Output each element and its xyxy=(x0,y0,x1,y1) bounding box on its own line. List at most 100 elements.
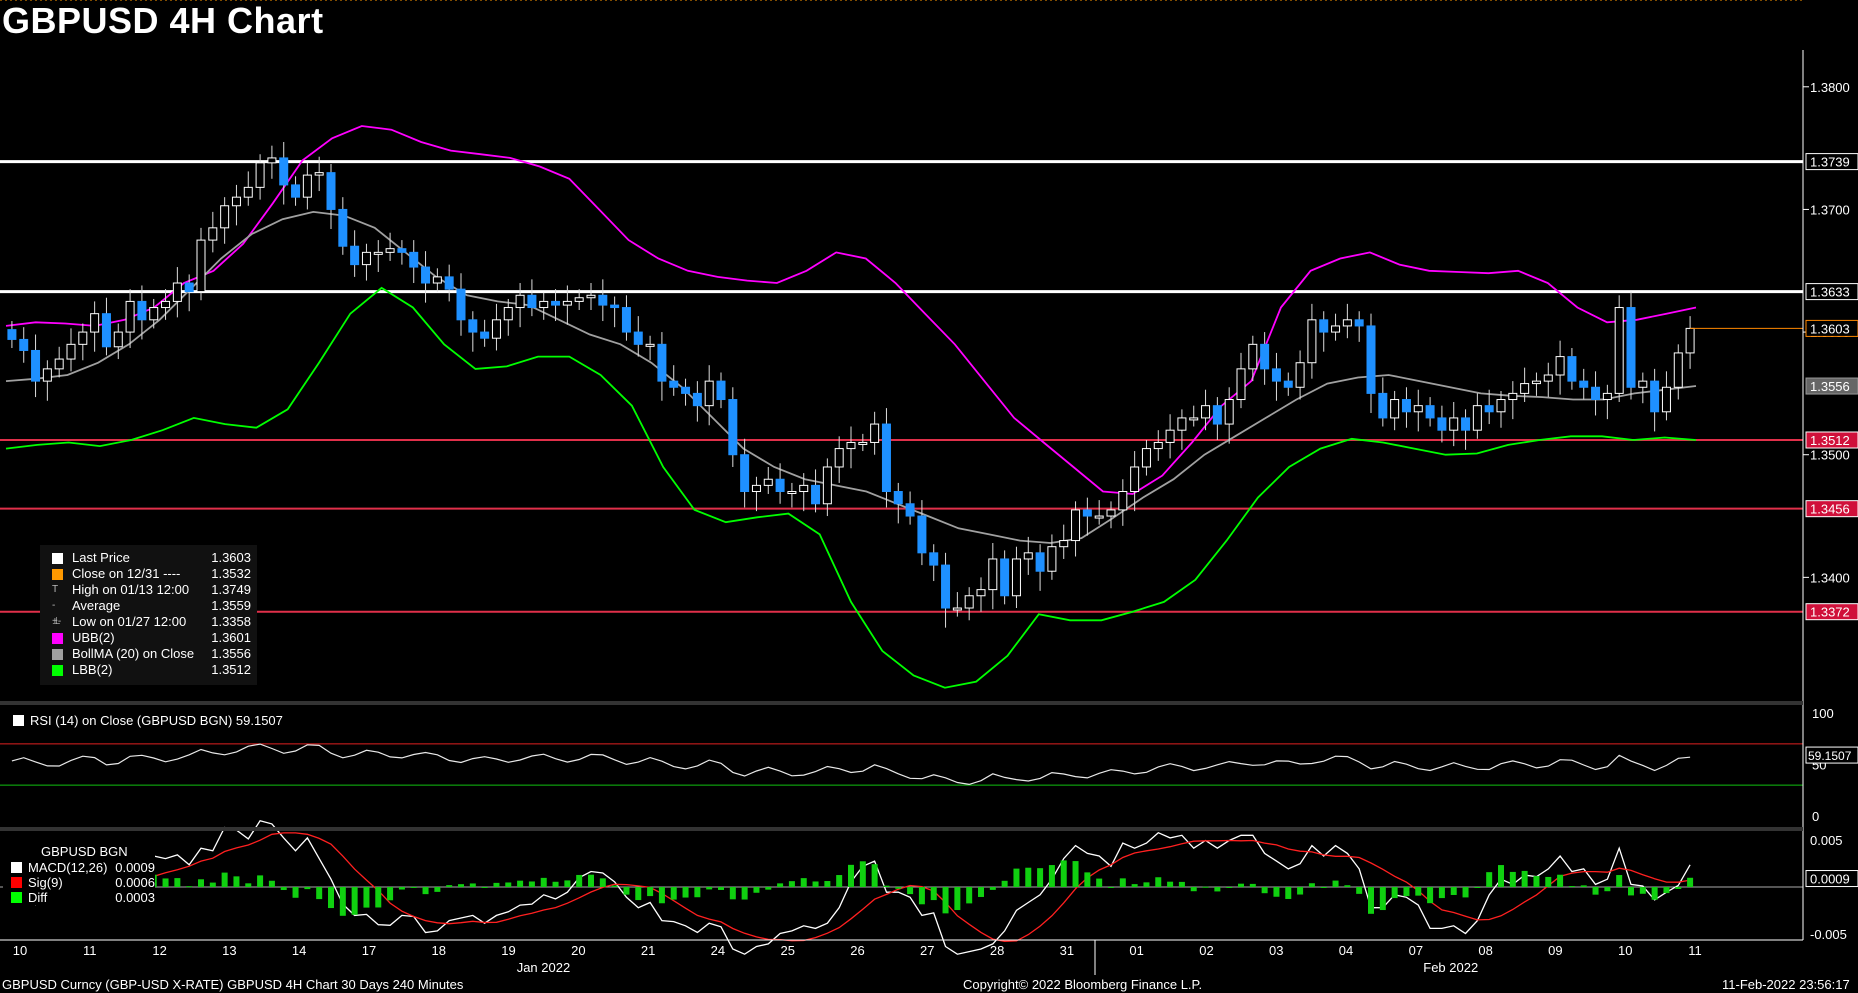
candle-body xyxy=(468,319,478,333)
macd-diff-bar xyxy=(1533,876,1540,887)
x-tick-label: 08 xyxy=(1478,943,1492,958)
macd-legend-swatch xyxy=(11,877,22,888)
macd-diff-bar xyxy=(895,887,902,889)
candle-body xyxy=(1082,509,1092,517)
macd-diff-bar xyxy=(528,881,535,887)
level-label-text: 1.3633 xyxy=(1810,285,1850,300)
macd-legend-swatch xyxy=(11,862,22,873)
macd-value-box xyxy=(1805,870,1858,888)
macd-diff-bar xyxy=(599,878,606,887)
candle-body xyxy=(1673,352,1683,388)
candle-body xyxy=(1331,325,1341,333)
x-tick-label: 14 xyxy=(292,943,306,958)
macd-diff-bar xyxy=(611,885,618,887)
candle-body xyxy=(1555,356,1565,376)
candle-body xyxy=(1118,491,1128,511)
candle xyxy=(1236,352,1246,409)
x-month-label: Jan 2022 xyxy=(517,960,571,975)
candle-body xyxy=(952,607,962,611)
x-tick-label: 01 xyxy=(1129,943,1143,958)
x-month-label: Feb 2022 xyxy=(1423,960,1478,975)
macd-diff-bar xyxy=(186,886,193,888)
macd-diff-bar xyxy=(1084,872,1091,887)
macd-legend-value: 0.0009 xyxy=(115,860,155,875)
lbb-series xyxy=(5,286,1697,689)
macd-diff-bar xyxy=(1474,887,1481,888)
macd-diff-bar xyxy=(907,887,914,895)
candle xyxy=(1614,295,1624,402)
candle xyxy=(1177,409,1187,450)
y-tick-label: 1.3400 xyxy=(1810,570,1850,585)
candle xyxy=(385,232,395,261)
candle xyxy=(657,332,667,401)
candle xyxy=(1366,313,1376,414)
macd-diff-bar xyxy=(1108,887,1114,888)
x-tick-label: 02 xyxy=(1199,943,1213,958)
macd-diff-bar xyxy=(788,881,795,887)
candle xyxy=(137,285,147,340)
macd-diff-bar xyxy=(741,887,748,900)
candle xyxy=(90,301,100,352)
macd-diff-bar xyxy=(1628,887,1634,896)
candle xyxy=(1661,371,1671,421)
macd-diff-bar xyxy=(989,887,996,890)
candle xyxy=(1331,313,1341,341)
legend-swatch: T xyxy=(52,584,59,595)
legend-swatch: ⊥ xyxy=(52,616,61,627)
macd-diff-bar xyxy=(221,872,228,887)
candle xyxy=(444,264,454,302)
candle xyxy=(527,279,537,317)
candle xyxy=(1059,524,1069,559)
macd-tick-label: -0.005 xyxy=(1810,927,1847,942)
candle-body xyxy=(1449,417,1459,431)
candle-body xyxy=(302,174,312,198)
macd-diff-bar xyxy=(552,881,559,887)
candle xyxy=(1673,344,1683,400)
macd-diff-bar xyxy=(765,887,772,890)
candle xyxy=(1224,387,1234,444)
macd-diff-bar xyxy=(198,879,204,887)
candle xyxy=(870,411,880,455)
level-label-1.3739: 1.3739 xyxy=(1805,153,1858,171)
macd-diff-bar xyxy=(363,887,370,908)
candle xyxy=(822,458,832,517)
candle xyxy=(1472,393,1482,439)
candle-body xyxy=(1059,540,1069,548)
x-tick-label: 19 xyxy=(501,943,515,958)
macd-diff-bar xyxy=(1486,872,1493,887)
candle-body xyxy=(1496,399,1506,413)
legend-row: ⊥ Low on 01/27 12:00 1.3358 xyxy=(46,614,251,630)
legend-swatch xyxy=(52,553,63,564)
macd-diff-bar xyxy=(1190,887,1197,892)
macd-legend-value: 0.0003 xyxy=(115,890,155,905)
macd-diff-bar xyxy=(1285,887,1292,899)
axes: 1.34001.35001.36001.37001.38001.37391.36… xyxy=(0,50,1858,975)
candle xyxy=(728,387,738,467)
candle-body xyxy=(1638,380,1648,388)
level-label-box xyxy=(1805,153,1858,171)
footer-source: GBPUSD Curncy (GBP-USD X-RATE) GBPUSD 4H… xyxy=(2,977,464,992)
candle-body xyxy=(444,276,454,290)
candle-body xyxy=(704,380,714,407)
macd-diff-bar xyxy=(1403,887,1410,897)
macd-diff-bar xyxy=(1143,882,1150,887)
candle xyxy=(1449,401,1459,447)
candle xyxy=(196,227,206,301)
macd-legend-row: Diff 0.0003 xyxy=(3,890,155,905)
candle xyxy=(432,268,442,292)
candle xyxy=(1354,311,1364,342)
macd-diff-bar xyxy=(1013,868,1020,887)
candle-body xyxy=(78,331,88,345)
candle-body xyxy=(409,251,419,268)
candle xyxy=(941,552,951,628)
candle xyxy=(669,365,679,396)
legend-swatch xyxy=(52,633,63,644)
x-tick-label: 09 xyxy=(1548,943,1562,958)
level-label-1.3512: 1.3512 xyxy=(1805,431,1858,449)
candle xyxy=(231,184,241,226)
last-price-label-text: 1.3603 xyxy=(1810,321,1850,336)
level-label-1.3456: 1.3456 xyxy=(1805,500,1858,518)
candle xyxy=(562,285,572,325)
level-label-text: 1.3372 xyxy=(1810,605,1850,620)
